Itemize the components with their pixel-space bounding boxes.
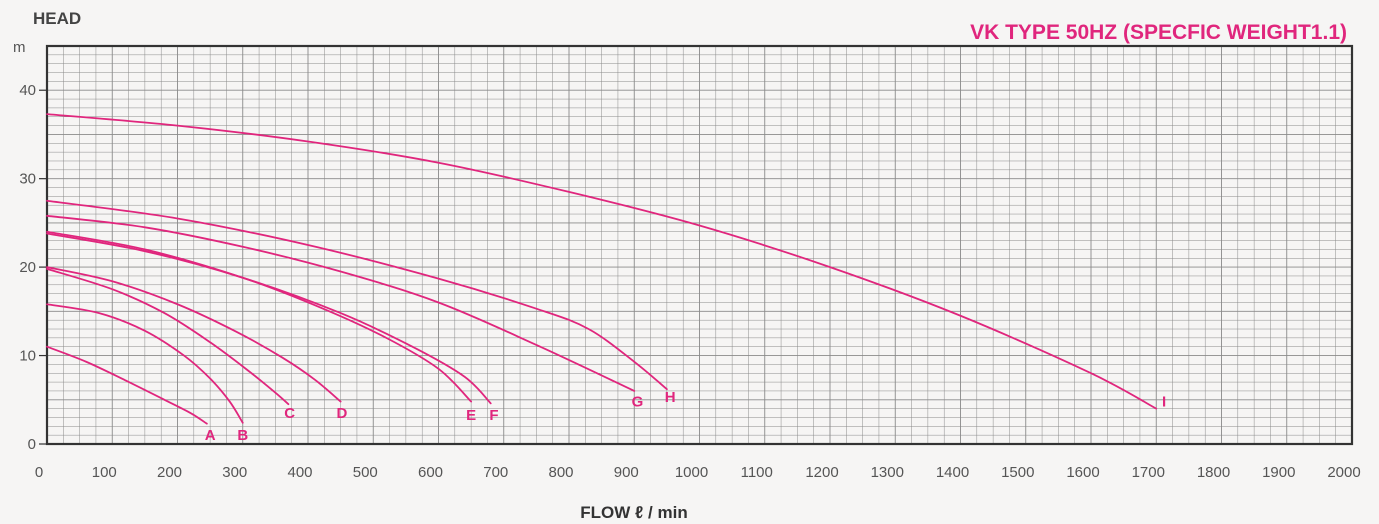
y-tick-label: 40 bbox=[19, 82, 36, 99]
x-tick-label: 700 bbox=[483, 464, 508, 481]
x-tick-label: 1600 bbox=[1066, 464, 1099, 481]
curve-label-a: A bbox=[205, 427, 216, 444]
curve-i bbox=[46, 113, 1158, 410]
plot-frame bbox=[45, 44, 1354, 446]
x-axis-label: FLOW ℓ / min bbox=[580, 503, 687, 522]
curve-label-i: I bbox=[1162, 394, 1166, 411]
x-tick-label: 200 bbox=[157, 464, 182, 481]
curve-e bbox=[46, 230, 473, 403]
y-tick-label: 20 bbox=[19, 259, 36, 276]
x-axis-ticks: 0 100 200 300 400 500 600 700 800 900 1000 1100 1200… bbox=[35, 464, 1361, 481]
x-tick-label: 300 bbox=[222, 464, 247, 481]
x-tick-label: 1800 bbox=[1197, 464, 1230, 481]
y-tick-label: 0 bbox=[28, 436, 36, 453]
x-tick-label: 1700 bbox=[1132, 464, 1165, 481]
curve-label-e: E bbox=[466, 407, 476, 424]
x-tick-label: 500 bbox=[353, 464, 378, 481]
x-tick-label: 900 bbox=[614, 464, 639, 481]
curves bbox=[46, 113, 1158, 425]
curve-label-b: B bbox=[237, 427, 248, 444]
curve-a bbox=[46, 345, 208, 425]
y-axis-ticks: 0 10 20 30 40 bbox=[19, 82, 47, 453]
curve-label-h: H bbox=[665, 389, 676, 406]
x-tick-label: 1500 bbox=[1001, 464, 1034, 481]
curve-g bbox=[46, 214, 636, 392]
curve-d bbox=[46, 266, 342, 403]
x-tick-label: 2000 bbox=[1327, 464, 1360, 481]
y-tick-label: 30 bbox=[19, 171, 36, 188]
y-axis-label: HEAD bbox=[33, 9, 81, 28]
curve-f bbox=[46, 232, 492, 405]
curve-label-g: G bbox=[632, 394, 644, 411]
curve-labels: A B C D E F G H I bbox=[205, 389, 1166, 444]
chart-title: VK TYPE 50HZ (SPECFIC WEIGHT1.1) bbox=[970, 21, 1347, 44]
x-tick-label: 1400 bbox=[936, 464, 969, 481]
x-tick-label: 1200 bbox=[805, 464, 838, 481]
x-tick-label: 1100 bbox=[741, 464, 773, 481]
x-tick-label: 0 bbox=[35, 464, 43, 481]
y-axis-unit: m bbox=[13, 39, 26, 56]
curve-label-d: D bbox=[337, 405, 348, 422]
y-tick-label: 10 bbox=[19, 348, 36, 365]
x-tick-label: 600 bbox=[418, 464, 443, 481]
curve-label-f: F bbox=[489, 407, 498, 424]
x-tick-label: 100 bbox=[92, 464, 117, 481]
x-tick-label: 1900 bbox=[1262, 464, 1295, 481]
curve-label-c: C bbox=[284, 405, 295, 422]
x-tick-label: 400 bbox=[287, 464, 312, 481]
x-tick-label: 800 bbox=[548, 464, 573, 481]
curve-c bbox=[46, 267, 290, 406]
x-tick-label: 1300 bbox=[871, 464, 904, 481]
curve-h bbox=[46, 199, 668, 391]
x-tick-label: 1000 bbox=[675, 464, 708, 481]
curve-b bbox=[46, 303, 244, 424]
grid-lines bbox=[47, 46, 1352, 444]
